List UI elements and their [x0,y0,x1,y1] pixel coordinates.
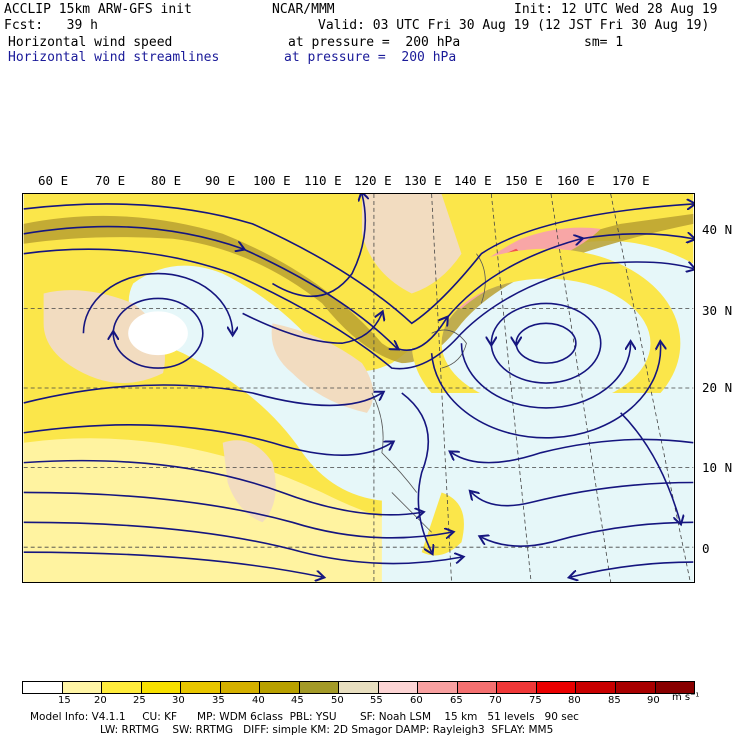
colorbar-swatch [339,682,379,693]
model-info-line2: LW: RRTMG SW: RRTMG DIFF: simple KM: 2D … [100,724,554,736]
land-area [43,290,165,384]
lon-label: 150 E [505,173,543,188]
streamline [23,521,462,565]
streamline [23,424,392,456]
streamline [571,561,694,577]
colorbar-label: 35 [212,695,225,706]
field-name-streamlines: Horizontal wind streamlines [8,50,220,65]
colorbar-label: 90 [647,695,660,706]
lon-label: 140 E [454,173,492,188]
lon-label: 80 E [151,173,182,188]
colorbar-label: 45 [291,695,304,706]
colorbar-swatch [181,682,221,693]
streamline [620,412,681,522]
colorbar-swatch [457,682,498,693]
calm-center [128,311,188,356]
wind-speed-yellow [421,492,464,556]
streamline [113,297,204,369]
colorbar-label: 25 [133,695,146,706]
lon-label: 170 E [612,173,650,188]
colorbar-label: 75 [529,695,542,706]
streamline [23,551,322,577]
streamlines [23,194,694,577]
colorbar-label: 50 [331,695,344,706]
streamline [491,302,602,384]
colorbar-swatch [378,682,419,693]
colorbar-swatch [23,682,63,693]
wind-map [22,193,695,583]
colorbar-swatch [220,682,261,693]
streamline [471,481,694,507]
colorbar-swatch [299,682,340,693]
lat-label: 40 N [702,222,733,237]
streamline [23,248,694,370]
colorbar-swatch [62,682,103,693]
colorbar-swatch [141,682,182,693]
lon-label: 100 E [253,173,291,188]
streamline [82,272,232,334]
colorbar-swatch [536,682,577,693]
streamline [460,343,630,409]
field-name-speed: Horizontal wind speed [8,35,173,50]
colorbar-swatch [655,682,695,693]
streamline [452,438,694,464]
streamline [23,491,452,537]
colorbar-swatch [615,682,656,693]
colorbar-swatch [260,682,300,693]
colorbar-label: 15 [58,695,71,706]
lon-label: 130 E [404,173,442,188]
colorbar [22,681,695,694]
streamline [481,521,694,547]
colorbar-label: 40 [252,695,265,706]
model-title: ACCLIP 15km ARW-GFS init [4,2,192,17]
colorbar-label: 55 [370,695,383,706]
colorbar-label: 80 [568,695,581,706]
institution-label: NCAR/MMM [272,2,335,17]
colorbar-swatch [576,682,616,693]
lon-label: 90 E [205,173,236,188]
pressure-level-speed: at pressure = 200 hPa [288,35,461,50]
colorbar-label: 20 [94,695,107,706]
smoothing-label: sm= 1 [584,35,624,50]
colorbar-swatch [497,682,537,693]
streamline [23,384,382,407]
streamline [401,392,432,552]
valid-time: Valid: 03 UTC Fri 30 Aug 19 (12 JST Fri … [318,18,710,33]
colorbar-label: 85 [608,695,621,706]
streamline [23,459,422,515]
model-info-line1: Model Info: V4.1.1 CU: KF MP: WDM 6class… [30,711,579,723]
lat-label: 30 N [702,303,733,318]
lon-label: 110 E [304,173,342,188]
init-time: Init: 12 UTC Wed 28 Aug 19 [514,2,718,17]
lat-label: 0 [702,541,710,556]
lat-label: 20 N [702,380,733,395]
pressure-level-streamlines: at pressure = 200 hPa [284,50,457,65]
lon-label: 120 E [354,173,392,188]
colorbar-label: 65 [450,695,463,706]
streamline [272,194,365,298]
lon-label: 160 E [557,173,595,188]
streamline [23,204,694,325]
streamline [242,313,382,345]
colorbar-swatch [418,682,458,693]
calm-center [491,305,601,382]
forecast-hour: Fcst: 39 h [4,18,98,33]
colorbar-label: 70 [489,695,502,706]
colorbar-swatch [102,682,142,693]
colorbar-label: 60 [410,695,423,706]
streamline [430,343,661,439]
streamline [516,322,577,364]
lat-label: 10 N [702,460,733,475]
lon-label: 60 E [38,173,69,188]
lon-label: 70 E [95,173,126,188]
colorbar-label: 30 [172,695,185,706]
colorbar-unit: m s⁻¹ [672,692,700,703]
streamline [23,225,694,351]
